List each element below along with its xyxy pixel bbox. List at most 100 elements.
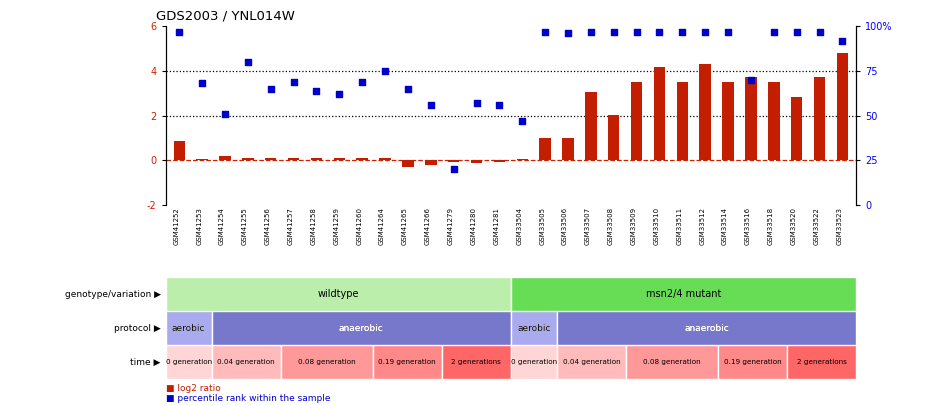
- Text: GSM41253: GSM41253: [196, 207, 202, 245]
- Bar: [557, 345, 626, 379]
- Text: GSM33505: GSM33505: [539, 207, 545, 245]
- Bar: [723, 82, 734, 160]
- Bar: [310, 158, 323, 160]
- Text: wildtype: wildtype: [318, 289, 359, 299]
- Bar: [814, 77, 825, 160]
- Text: ■ percentile rank within the sample: ■ percentile rank within the sample: [166, 394, 330, 403]
- Point: [834, 37, 850, 44]
- Text: 0.04 generation: 0.04 generation: [563, 359, 621, 365]
- Point: [560, 30, 575, 37]
- Point: [218, 111, 233, 117]
- Point: [606, 28, 622, 35]
- Point: [789, 28, 804, 35]
- Text: aerobic: aerobic: [172, 324, 205, 333]
- Bar: [442, 345, 511, 379]
- Point: [584, 28, 599, 35]
- Bar: [334, 158, 345, 160]
- Bar: [787, 345, 856, 379]
- Bar: [676, 82, 688, 160]
- Text: GSM33506: GSM33506: [562, 207, 568, 245]
- Bar: [562, 138, 573, 160]
- Point: [286, 79, 301, 85]
- Point: [400, 85, 415, 92]
- Bar: [718, 345, 787, 379]
- Text: GSM41255: GSM41255: [242, 207, 248, 245]
- Bar: [494, 160, 505, 162]
- Point: [812, 28, 827, 35]
- Text: 0.08 generation: 0.08 generation: [298, 359, 356, 365]
- Point: [355, 79, 370, 85]
- Text: GSM33523: GSM33523: [836, 207, 842, 245]
- Text: GSM41280: GSM41280: [470, 207, 477, 245]
- Text: 2 generations: 2 generations: [451, 359, 501, 365]
- Bar: [402, 160, 413, 166]
- Text: GSM41256: GSM41256: [265, 207, 271, 245]
- Point: [332, 91, 347, 98]
- Text: GSM41266: GSM41266: [425, 207, 430, 245]
- Text: protocol ▶: protocol ▶: [114, 324, 161, 333]
- Bar: [425, 160, 436, 165]
- Bar: [608, 115, 620, 160]
- Point: [263, 85, 278, 92]
- Text: GSM33510: GSM33510: [654, 207, 659, 245]
- Bar: [173, 141, 185, 160]
- Bar: [379, 158, 391, 160]
- Bar: [281, 345, 373, 379]
- Bar: [511, 345, 557, 379]
- Text: genotype/variation ▶: genotype/variation ▶: [65, 290, 161, 298]
- Bar: [626, 345, 718, 379]
- Point: [309, 87, 324, 94]
- Bar: [166, 345, 212, 379]
- Bar: [288, 158, 299, 160]
- Bar: [357, 158, 368, 160]
- Point: [629, 28, 644, 35]
- Point: [674, 28, 690, 35]
- Text: GSM33511: GSM33511: [676, 207, 682, 245]
- Text: GSM41252: GSM41252: [173, 207, 180, 245]
- Text: msn2/4 mutant: msn2/4 mutant: [646, 289, 721, 299]
- Bar: [768, 82, 780, 160]
- Point: [195, 80, 210, 87]
- Text: GSM33508: GSM33508: [607, 207, 614, 245]
- Text: GSM33512: GSM33512: [699, 207, 705, 245]
- Bar: [197, 159, 208, 160]
- Bar: [836, 53, 849, 160]
- Point: [515, 118, 530, 124]
- Bar: [166, 311, 212, 345]
- Point: [240, 59, 255, 65]
- Point: [652, 28, 667, 35]
- Text: GSM33504: GSM33504: [517, 207, 522, 245]
- Text: aerobic: aerobic: [517, 324, 551, 333]
- Text: aerobic: aerobic: [172, 324, 205, 333]
- Text: 0.19 generation: 0.19 generation: [378, 359, 436, 365]
- Point: [469, 100, 484, 107]
- Text: 0.08 generation: 0.08 generation: [643, 359, 701, 365]
- Point: [492, 102, 507, 108]
- Bar: [212, 345, 281, 379]
- Point: [377, 68, 393, 74]
- Bar: [242, 158, 254, 160]
- Bar: [745, 77, 757, 160]
- Bar: [557, 311, 856, 345]
- Bar: [586, 92, 597, 160]
- Text: 2 generations: 2 generations: [797, 359, 847, 365]
- Text: anaerobic: anaerobic: [339, 324, 383, 333]
- Text: aerobic: aerobic: [517, 324, 551, 333]
- Point: [766, 28, 781, 35]
- Bar: [654, 66, 665, 160]
- Text: GSM41265: GSM41265: [402, 207, 408, 245]
- Text: anaerobic: anaerobic: [684, 324, 728, 333]
- Text: 0 generation: 0 generation: [511, 359, 557, 365]
- Point: [423, 102, 438, 108]
- Bar: [539, 138, 551, 160]
- Bar: [448, 160, 460, 162]
- Bar: [373, 345, 442, 379]
- Text: anaerobic: anaerobic: [684, 324, 728, 333]
- Point: [744, 77, 759, 83]
- Text: GSM33522: GSM33522: [814, 207, 819, 245]
- Bar: [511, 277, 856, 311]
- Text: GSM41264: GSM41264: [379, 207, 385, 245]
- Text: GSM33516: GSM33516: [745, 207, 751, 245]
- Point: [172, 28, 187, 35]
- Text: 0.04 generation: 0.04 generation: [218, 359, 275, 365]
